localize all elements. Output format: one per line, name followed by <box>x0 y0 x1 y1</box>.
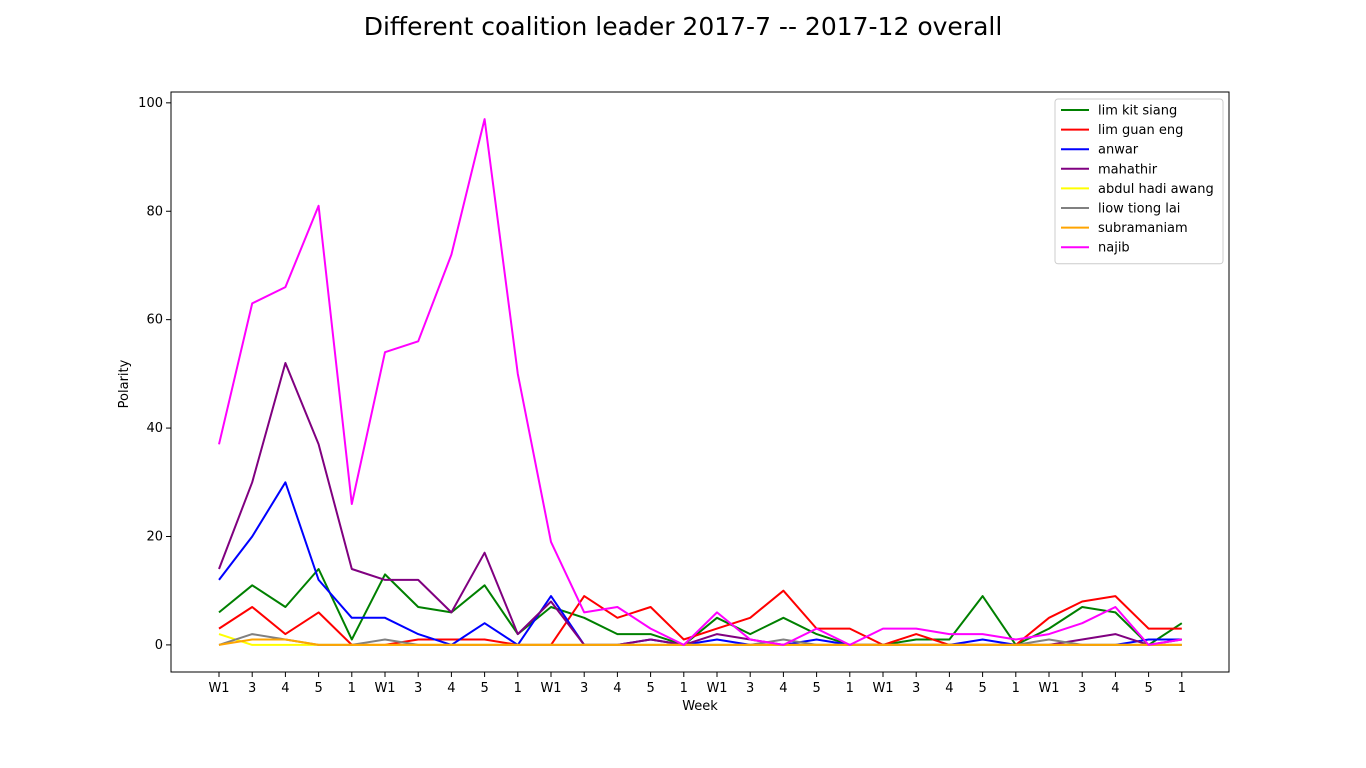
x-tick-label-12: 4 <box>613 681 621 696</box>
legend-label-2: anwar <box>1098 143 1139 158</box>
x-tick-label-8: 5 <box>480 681 488 696</box>
legend-label-1: lim guan eng <box>1098 123 1183 138</box>
legend-label-0: lim kit siang <box>1098 104 1177 119</box>
axes-layer: 0 20 40 60 80 100 W1 3 4 5 1 W1 3 4 5 1 W1 3 4 5 1 W1 3 4 5 1 W1 3 4… <box>138 91 1230 696</box>
x-tick-label-3: 5 <box>314 681 322 696</box>
legend-box <box>1054 98 1224 265</box>
y-axis-label: Polarity <box>117 359 132 408</box>
series-line-6 <box>218 638 1182 646</box>
x-tick-label-29: 1 <box>1178 681 1186 696</box>
series-line-7 <box>218 118 1182 646</box>
x-tick-label-1: 3 <box>248 681 256 696</box>
x-tick-label-11: 3 <box>580 681 588 696</box>
x-tick-label-5: W1 <box>374 681 395 696</box>
x-tick-label-18: 5 <box>812 681 820 696</box>
x-tick-label-20: W1 <box>872 681 893 696</box>
x-tick-label-9: 1 <box>514 681 522 696</box>
legend-label-5: liow tiong lai <box>1098 202 1180 217</box>
x-tick-label-2: 4 <box>281 681 289 696</box>
x-tick-label-26: 3 <box>1078 681 1086 696</box>
series-line-0 <box>218 568 1183 646</box>
legend-label-6: subramaniam <box>1098 221 1188 236</box>
x-tick-label-28: 5 <box>1144 681 1152 696</box>
x-tick-label-24: 1 <box>1012 681 1020 696</box>
x-tick-label-27: 4 <box>1111 681 1119 696</box>
x-tick-label-23: 5 <box>978 681 986 696</box>
x-tick-label-25: W1 <box>1038 681 1059 696</box>
x-tick-label-21: 3 <box>912 681 920 696</box>
y-tick-label-0: 0 <box>155 638 163 653</box>
x-tick-label-13: 5 <box>646 681 654 696</box>
y-tick-label-5: 100 <box>138 96 163 111</box>
x-tick-label-4: 1 <box>348 681 356 696</box>
plot-frame <box>170 91 1230 673</box>
legend-label-7: najib <box>1098 241 1130 256</box>
y-tick-label-2: 40 <box>146 421 163 436</box>
legend: lim kit siang lim guan eng anwar mahathir ab… <box>1054 98 1224 265</box>
x-tick-label-16: 3 <box>746 681 754 696</box>
x-tick-label-7: 4 <box>447 681 455 696</box>
y-tick-label-1: 20 <box>146 529 163 544</box>
series-layer <box>218 118 1183 646</box>
x-tick-label-0: W1 <box>208 681 229 696</box>
y-tick-label-3: 60 <box>146 313 163 328</box>
legend-label-4: abdul hadi awang <box>1098 182 1214 197</box>
legend-label-3: mahathir <box>1098 162 1158 177</box>
chart-title: Different coalition leader 2017-7 -- 201… <box>364 12 1003 41</box>
x-tick-label-6: 3 <box>414 681 422 696</box>
x-tick-label-10: W1 <box>540 681 561 696</box>
x-axis-label: Week <box>682 699 718 714</box>
y-tick-label-4: 80 <box>146 204 163 219</box>
x-tick-label-19: 1 <box>846 681 854 696</box>
x-tick-label-22: 4 <box>945 681 953 696</box>
x-tick-label-14: 1 <box>680 681 688 696</box>
x-tick-label-17: 4 <box>779 681 787 696</box>
x-tick-label-15: W1 <box>706 681 727 696</box>
